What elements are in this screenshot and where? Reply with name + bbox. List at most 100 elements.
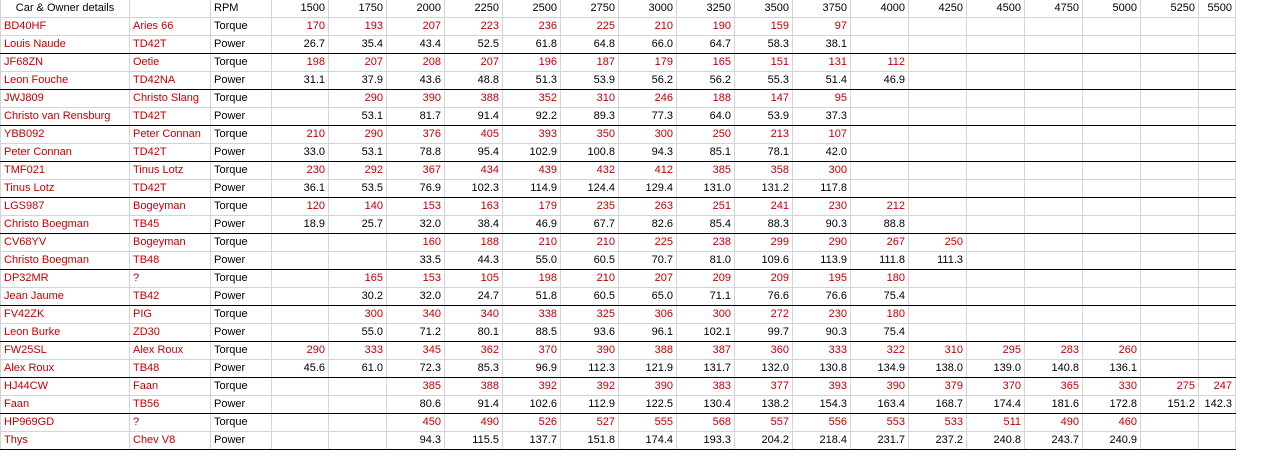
cell-torque-value[interactable]: 236	[502, 17, 561, 36]
cell-torque-value[interactable]	[850, 161, 909, 180]
cell-power-value[interactable]: 109.6	[734, 251, 793, 270]
cell-power-value[interactable]: 204.2	[734, 431, 793, 450]
cell-power-value[interactable]: 88.3	[734, 215, 793, 234]
cell-power-value[interactable]: 75.4	[850, 323, 909, 342]
cell-torque-value[interactable]	[908, 125, 967, 144]
cell-torque-value[interactable]	[271, 305, 329, 324]
cell-power-value[interactable]: 37.3	[792, 107, 851, 126]
cell-power-value[interactable]: 30.2	[328, 287, 387, 306]
cell-owner[interactable]: Leon Fouche	[0, 71, 130, 90]
cell-power-value[interactable]: 53.1	[328, 143, 387, 162]
cell-power-value[interactable]: 55.0	[328, 323, 387, 342]
cell-power-value[interactable]: 32.0	[386, 287, 445, 306]
cell-power-value[interactable]: 151.2	[1140, 395, 1199, 414]
cell-power-value[interactable]: 46.9	[502, 215, 561, 234]
cell-power-value[interactable]: 46.9	[850, 71, 909, 90]
cell-power-value[interactable]: 67.7	[560, 215, 619, 234]
cell-torque-value[interactable]	[908, 161, 967, 180]
cell-power-value[interactable]: 90.3	[792, 323, 851, 342]
cell-power-value[interactable]: 96.1	[618, 323, 677, 342]
cell-torque-value[interactable]: 193	[328, 17, 387, 36]
cell-power-value[interactable]	[1140, 251, 1199, 270]
cell-power-value[interactable]	[1082, 35, 1141, 54]
cell-power-value[interactable]	[1140, 107, 1199, 126]
cell-power-value[interactable]: 53.1	[328, 107, 387, 126]
cell-power-label[interactable]: Power	[210, 35, 272, 54]
cell-torque-value[interactable]	[271, 89, 329, 108]
cell-nickname[interactable]: Alex Roux	[129, 341, 211, 360]
cell-torque-value[interactable]: 179	[618, 53, 677, 72]
cell-torque-value[interactable]: 188	[444, 233, 503, 252]
cell-power-value[interactable]	[1198, 359, 1236, 378]
cell-torque-value[interactable]	[271, 377, 329, 396]
cell-engine[interactable]: TD42NA	[129, 71, 211, 90]
cell-power-label[interactable]: Power	[210, 179, 272, 198]
cell-power-value[interactable]	[1024, 71, 1083, 90]
cell-power-value[interactable]: 102.1	[676, 323, 735, 342]
cell-torque-value[interactable]: 207	[386, 17, 445, 36]
cell-torque-value[interactable]	[328, 413, 387, 432]
cell-registration[interactable]: BD40HF	[0, 17, 130, 36]
cell-torque-value[interactable]: 310	[908, 341, 967, 360]
cell-torque-value[interactable]	[966, 161, 1025, 180]
cell-power-value[interactable]	[1082, 71, 1141, 90]
cell-power-value[interactable]: 131.0	[676, 179, 735, 198]
cell-power-value[interactable]	[966, 107, 1025, 126]
cell-power-value[interactable]	[1082, 179, 1141, 198]
cell-engine[interactable]: TB48	[129, 251, 211, 270]
cell-torque-value[interactable]: 260	[1082, 341, 1141, 360]
cell-owner[interactable]: Peter Connan	[0, 143, 130, 162]
cell-nickname[interactable]: ?	[129, 413, 211, 432]
cell-torque-value[interactable]	[966, 269, 1025, 288]
cell-registration[interactable]: FV42ZK	[0, 305, 130, 324]
cell-nickname[interactable]: PIG	[129, 305, 211, 324]
cell-power-value[interactable]: 130.4	[676, 395, 735, 414]
cell-torque-value[interactable]: 207	[618, 269, 677, 288]
cell-power-label[interactable]: Power	[210, 359, 272, 378]
cell-torque-value[interactable]: 333	[328, 341, 387, 360]
cell-power-value[interactable]: 77.3	[618, 107, 677, 126]
cell-torque-value[interactable]	[966, 89, 1025, 108]
cell-power-value[interactable]: 94.3	[618, 143, 677, 162]
cell-engine[interactable]: TB56	[129, 395, 211, 414]
cell-power-value[interactable]: 121.9	[618, 359, 677, 378]
cell-torque-value[interactable]	[1082, 17, 1141, 36]
cell-torque-value[interactable]: 165	[676, 53, 735, 72]
cell-registration[interactable]: JWJ809	[0, 89, 130, 108]
cell-torque-value[interactable]: 263	[618, 197, 677, 216]
cell-power-value[interactable]: 64.0	[676, 107, 735, 126]
cell-power-value[interactable]: 76.9	[386, 179, 445, 198]
cell-torque-value[interactable]: 300	[676, 305, 735, 324]
cell-torque-value[interactable]	[1140, 305, 1199, 324]
cell-torque-value[interactable]	[1082, 269, 1141, 288]
cell-torque-value[interactable]: 405	[444, 125, 503, 144]
cell-power-value[interactable]: 91.4	[444, 395, 503, 414]
cell-torque-value[interactable]: 159	[734, 17, 793, 36]
cell-power-value[interactable]: 113.9	[792, 251, 851, 270]
cell-power-value[interactable]	[271, 251, 329, 270]
cell-torque-value[interactable]: 340	[386, 305, 445, 324]
cell-torque-value[interactable]: 210	[560, 269, 619, 288]
cell-torque-value[interactable]	[1140, 161, 1199, 180]
cell-torque-value[interactable]: 388	[444, 377, 503, 396]
cell-torque-value[interactable]: 238	[676, 233, 735, 252]
cell-power-value[interactable]	[1082, 251, 1141, 270]
cell-torque-value[interactable]: 147	[734, 89, 793, 108]
cell-torque-value[interactable]	[1024, 305, 1083, 324]
cell-torque-value[interactable]: 235	[560, 197, 619, 216]
cell-power-value[interactable]	[908, 143, 967, 162]
cell-torque-value[interactable]	[850, 89, 909, 108]
cell-power-value[interactable]	[966, 251, 1025, 270]
cell-torque-value[interactable]	[1140, 125, 1199, 144]
cell-torque-value[interactable]: 230	[271, 161, 329, 180]
cell-torque-value[interactable]: 210	[271, 125, 329, 144]
cell-torque-value[interactable]: 412	[618, 161, 677, 180]
cell-power-value[interactable]: 38.1	[792, 35, 851, 54]
cell-owner[interactable]: Jean Jaume	[0, 287, 130, 306]
cell-torque-value[interactable]: 325	[560, 305, 619, 324]
cell-torque-value[interactable]	[1140, 269, 1199, 288]
cell-power-value[interactable]	[1198, 179, 1236, 198]
cell-power-value[interactable]: 90.3	[792, 215, 851, 234]
cell-power-value[interactable]	[1024, 179, 1083, 198]
header-rpm-value[interactable]: 5500	[1198, 0, 1236, 18]
